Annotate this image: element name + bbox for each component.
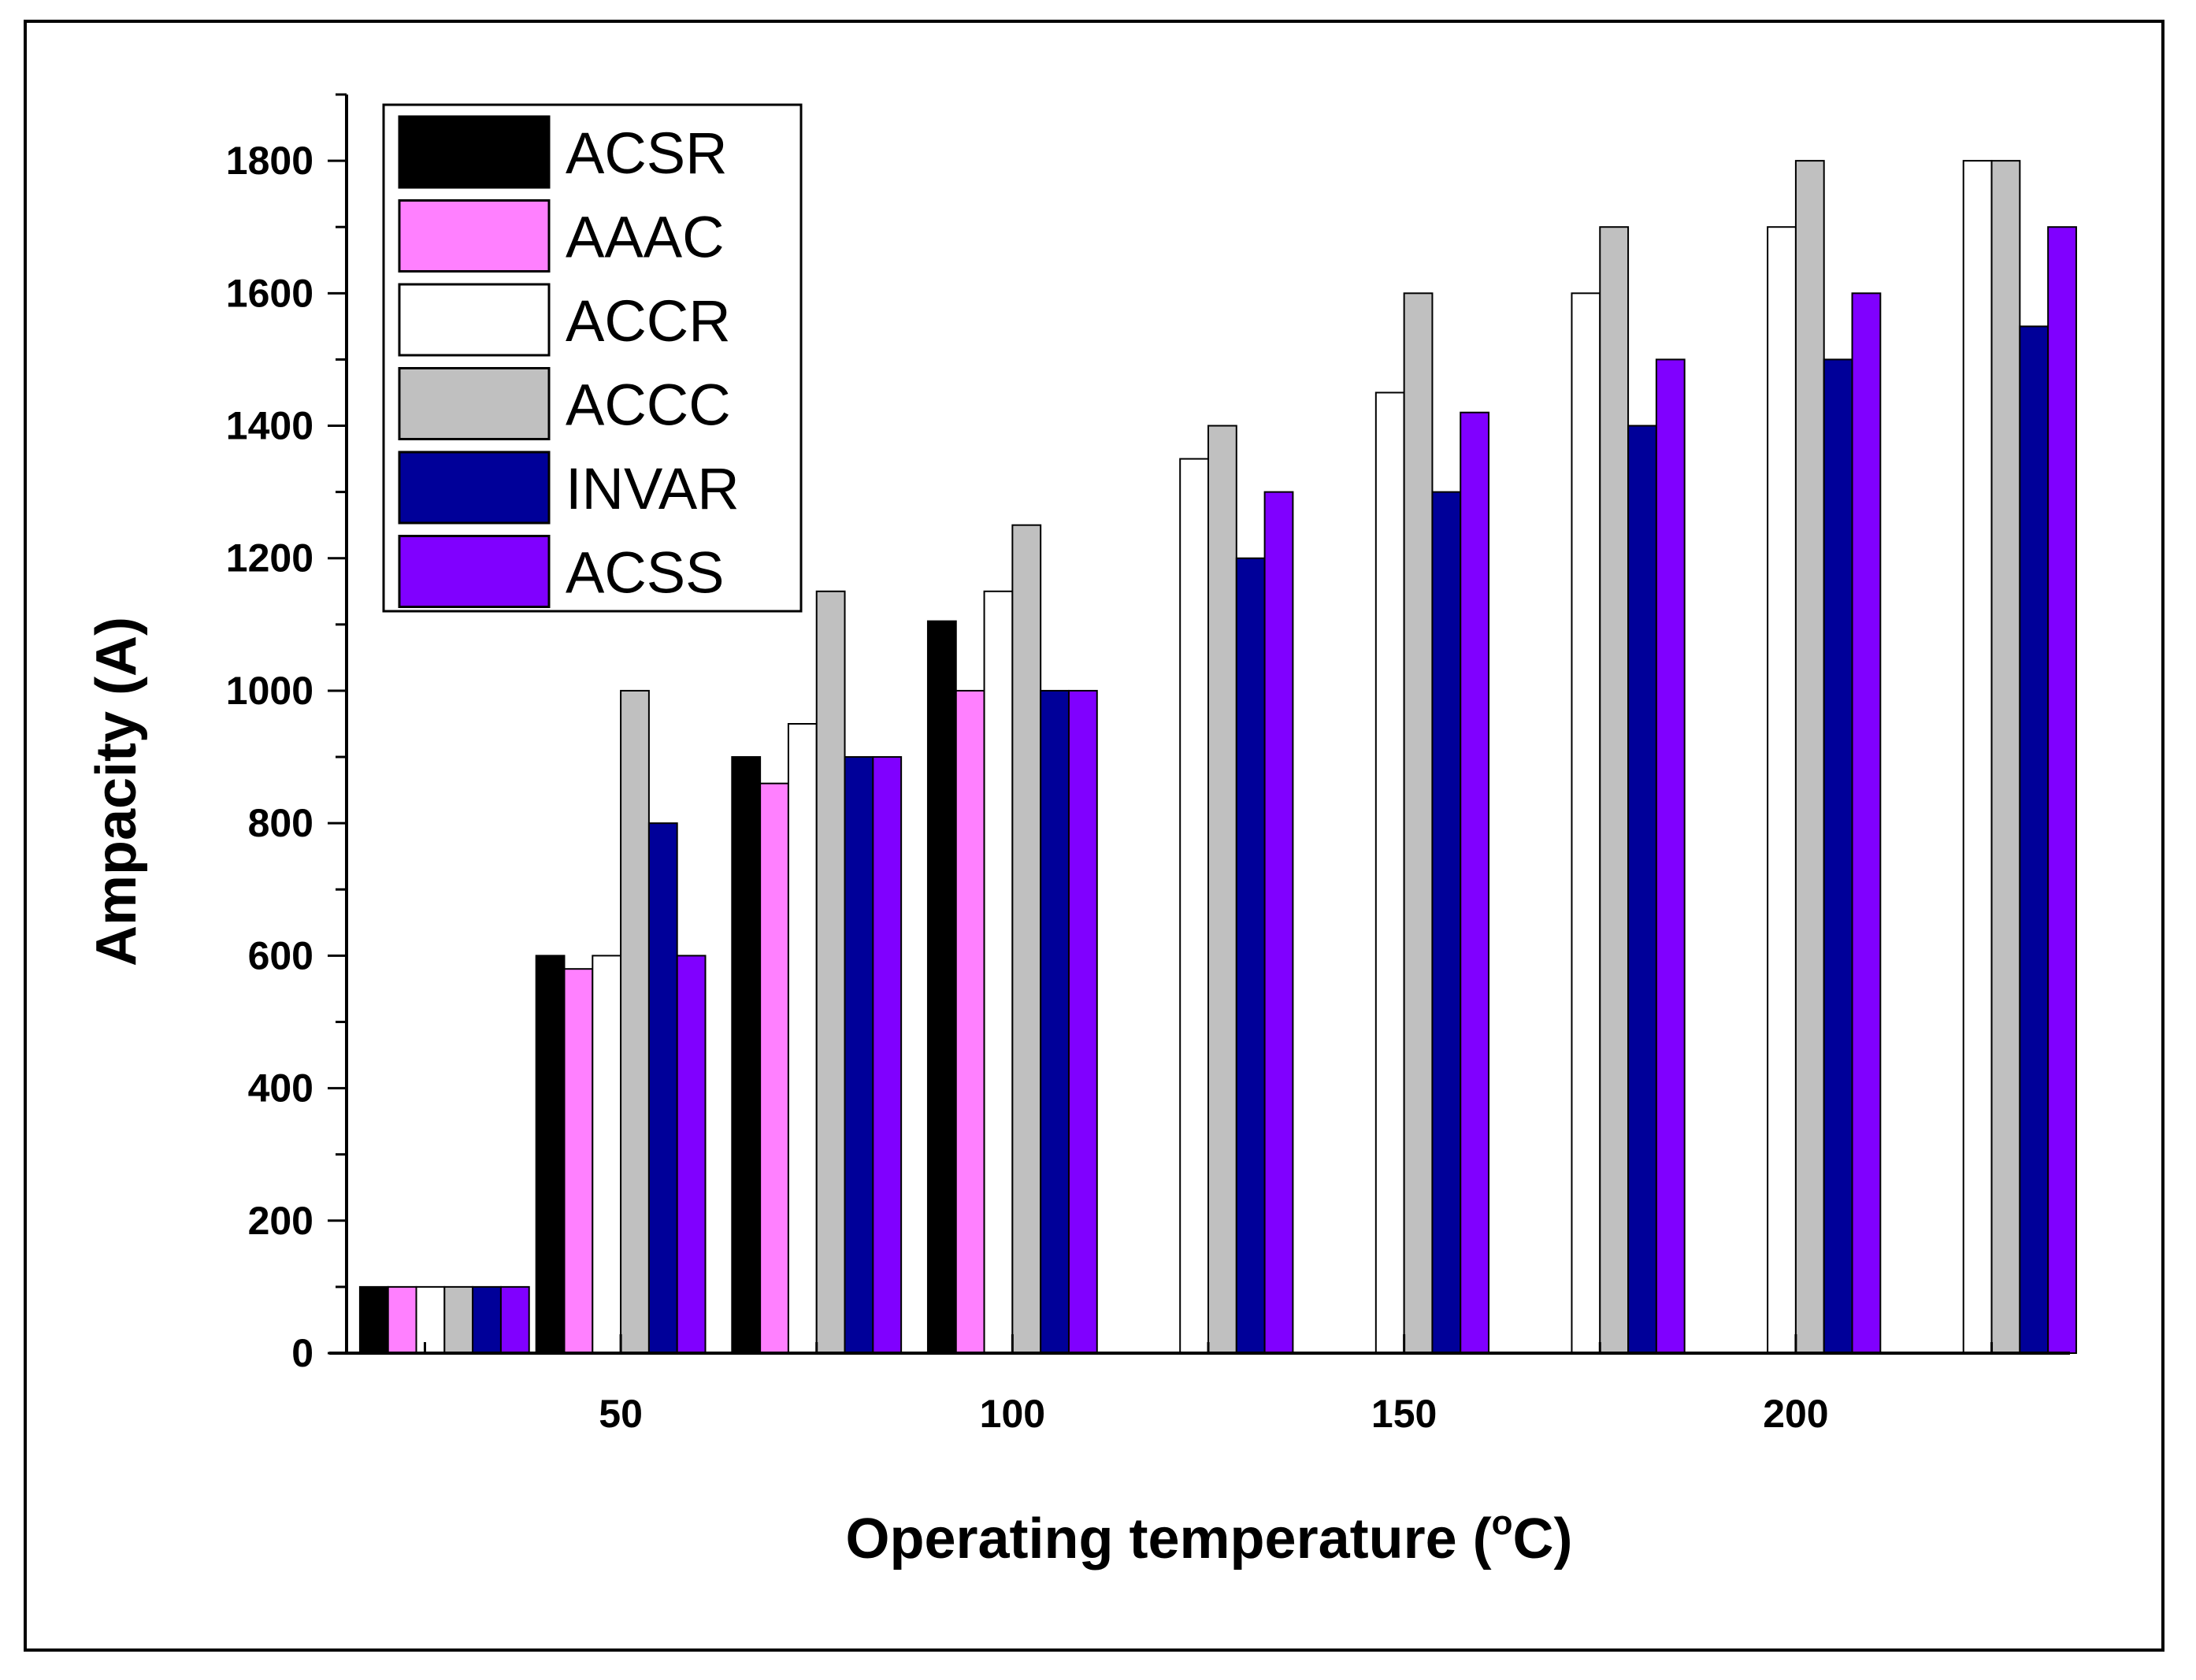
bar-accr-group-4	[1179, 458, 1209, 1355]
legend-label-invar: INVAR	[566, 456, 740, 521]
legend-swatch-accr	[398, 283, 551, 357]
bar-invar-group-2	[844, 756, 874, 1354]
bar-invar-group-3	[1040, 689, 1070, 1354]
legend-label-aaac: AAAC	[566, 205, 725, 270]
legend-label-acsr: ACSR	[566, 121, 728, 186]
x-tick-label-100: 100	[980, 1392, 1045, 1436]
legend-swatch-aaac	[398, 199, 551, 273]
legend: ACSR AAAC ACCR ACCC INVAR ACSS	[382, 103, 803, 613]
x-tick-label-50: 50	[599, 1392, 643, 1436]
bars-layer	[358, 160, 2077, 1355]
bar-acss-group-4	[1263, 491, 1294, 1354]
axes-layer	[329, 95, 2070, 1355]
bar-acss-group-3	[1067, 689, 1098, 1354]
y-tick-label-200: 200	[248, 1199, 313, 1243]
x-axis-title-main: Operating temperature (	[845, 1508, 1491, 1571]
y-tick-label-0: 0	[291, 1331, 313, 1375]
legend-label-acss: ACSS	[566, 540, 725, 606]
y-ticks: 0 200 400 600 800 1000 1200 1400 1600 1800	[226, 93, 347, 1375]
bar-aaac-group-3	[955, 689, 985, 1354]
bar-invar-group-6	[1627, 425, 1657, 1354]
x-tick-label-150: 150	[1371, 1392, 1437, 1436]
bar-acsr-group-0	[358, 1285, 389, 1355]
bar-aaac-group-0	[387, 1285, 417, 1355]
x-ticks: 50 100 150 200	[423, 1334, 1994, 1436]
bar-acsr-group-2	[731, 756, 762, 1354]
bar-accr-group-0	[415, 1285, 446, 1355]
bar-accc-group-6	[1599, 226, 1630, 1355]
bar-accc-group-7	[1794, 160, 1825, 1355]
y-tick-label-600: 600	[248, 933, 313, 977]
bar-accc-group-2	[815, 590, 846, 1354]
bar-aaac-group-2	[759, 782, 789, 1354]
bar-accr-group-5	[1374, 391, 1405, 1355]
y-tick-label-1400: 1400	[226, 404, 313, 448]
bar-invar-group-7	[1823, 358, 1853, 1354]
legend-swatch-invar	[398, 451, 551, 525]
bar-accc-group-5	[1403, 292, 1434, 1355]
bar-acsr-group-3	[926, 620, 957, 1354]
bar-accr-group-7	[1767, 226, 1797, 1355]
legend-swatch-accc	[398, 367, 551, 440]
bar-invar-group-0	[472, 1285, 502, 1355]
y-tick-label-1600: 1600	[226, 271, 313, 315]
bar-accc-group-0	[443, 1285, 474, 1355]
bar-acss-group-5	[1460, 411, 1490, 1355]
legend-swatch-acsr	[398, 115, 551, 189]
x-axis-title-unit: C)	[1513, 1508, 1573, 1571]
bar-acss-group-7	[1851, 292, 1882, 1355]
bar-accr-group-1	[592, 955, 622, 1354]
bar-acss-group-1	[676, 955, 707, 1354]
bar-invar-group-5	[1431, 491, 1462, 1354]
bar-invar-group-1	[647, 822, 678, 1355]
x-tick-label-200: 200	[1763, 1392, 1828, 1436]
bar-accr-group-6	[1571, 292, 1601, 1355]
y-tick-label-400: 400	[248, 1066, 313, 1111]
bar-accr-group-2	[787, 723, 818, 1354]
y-tick-label-1800: 1800	[226, 139, 313, 183]
bar-acss-group-8	[2047, 226, 2077, 1355]
y-tick-label-800: 800	[248, 801, 313, 845]
bar-invar-group-4	[1235, 557, 1266, 1354]
bar-accc-group-4	[1207, 425, 1237, 1354]
bar-aaac-group-1	[563, 968, 594, 1354]
bar-accr-group-3	[983, 590, 1014, 1354]
legend-label-accc: ACCC	[566, 373, 731, 438]
bar-invar-group-8	[2019, 325, 2049, 1354]
bar-acsr-group-1	[535, 955, 566, 1354]
x-axis-title-degree: o	[1492, 1504, 1513, 1542]
legend-box	[382, 103, 803, 613]
x-axis-title: Operating temperature (oC)	[845, 1504, 1572, 1571]
y-axis-title: Ampacity (A)	[85, 617, 148, 966]
bar-accc-group-3	[1011, 524, 1042, 1354]
y-tick-label-1200: 1200	[226, 536, 313, 580]
y-tick-label-1000: 1000	[226, 669, 313, 713]
bar-acss-group-6	[1655, 358, 1686, 1354]
bar-acss-group-2	[872, 756, 903, 1354]
bar-acss-group-0	[499, 1285, 530, 1355]
legend-swatch-acss	[398, 535, 551, 608]
bar-accc-group-1	[620, 689, 650, 1354]
legend-label-accr: ACCR	[566, 288, 731, 354]
bar-accr-group-8	[1962, 160, 1993, 1355]
bar-accc-group-8	[1990, 160, 2021, 1355]
